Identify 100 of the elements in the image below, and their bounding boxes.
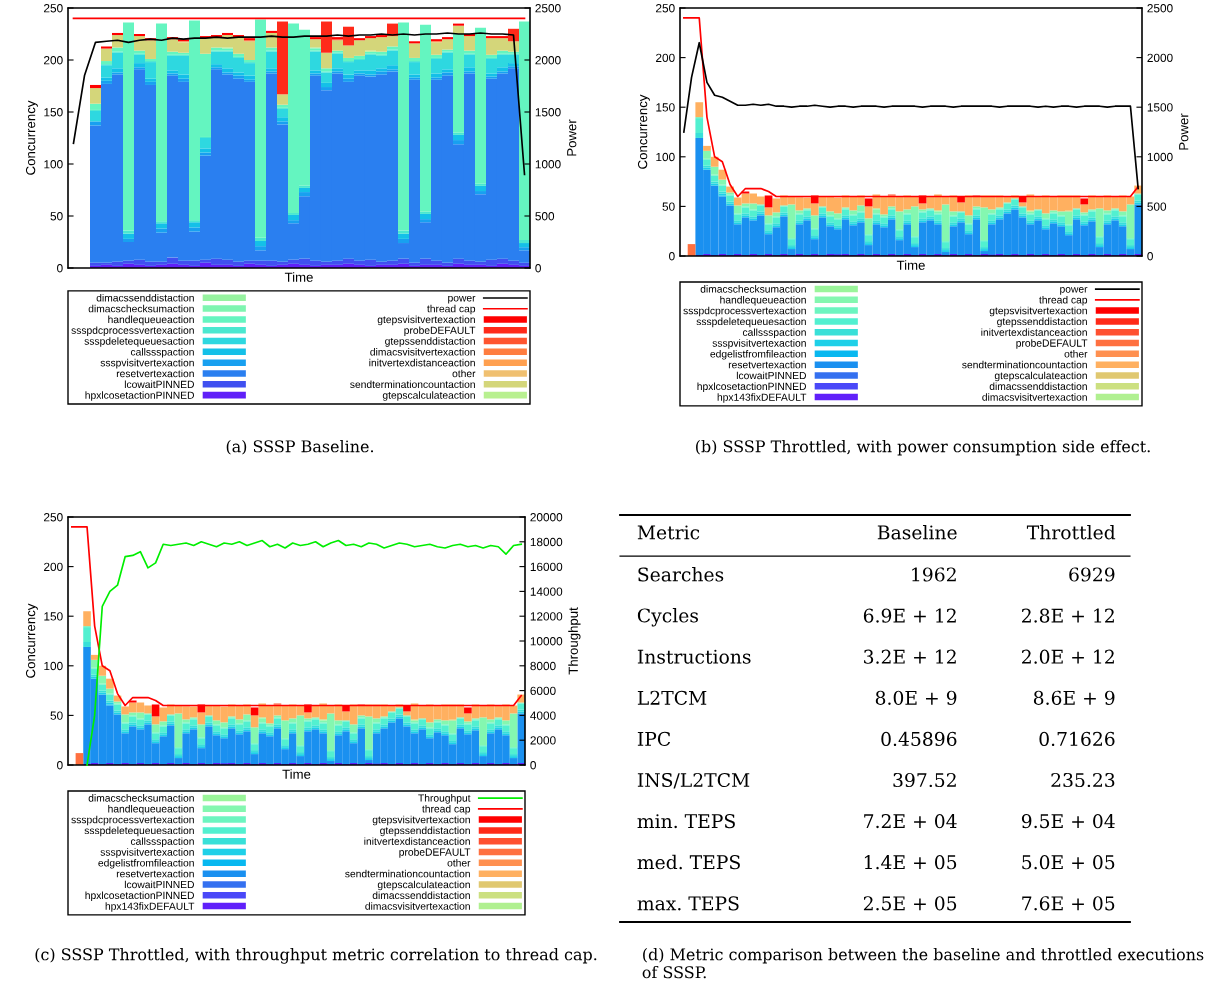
legend-label: hpxlcosetactionPINNED <box>697 382 806 393</box>
y2-tick-label: 18000 <box>530 537 563 547</box>
y-axis-title: Concurrency <box>637 94 650 169</box>
legend-label: dimacsvisitvertexaction <box>370 348 475 356</box>
text: 8.0E + 9 <box>875 690 957 705</box>
y2-tick-label: 20000 <box>530 513 563 522</box>
legend-label: handlequeueaction <box>108 804 194 815</box>
legend-label: probeDEFAULT <box>399 848 471 858</box>
y2-tick-label: 2000 <box>535 56 561 65</box>
legend-label: ssspdeletequeuesaction <box>696 317 806 328</box>
legend-label: gtepsvisitvertexaction <box>989 306 1087 317</box>
y2-tick-label: 1500 <box>1147 103 1173 112</box>
legend-label: other <box>1064 350 1088 358</box>
y-tick-label: 0 <box>57 761 63 770</box>
text: 2.0E + 12 <box>1022 649 1114 664</box>
y-tick-label: 150 <box>656 103 675 112</box>
legend-label: resetvertexaction <box>116 369 194 378</box>
y-tick-label: 200 <box>44 56 63 65</box>
text: IPC <box>637 731 671 746</box>
text: Instructions <box>637 649 751 664</box>
legend-label: probeDEFAULT <box>1016 339 1088 349</box>
y-axis-title: Concurrency <box>25 100 38 175</box>
legend-label: other <box>452 369 476 378</box>
text: 7.6E + 05 <box>1022 896 1115 911</box>
legend-label: gtepssenddistaction <box>380 826 470 837</box>
legend-label: sendterminationcountaction <box>350 380 475 389</box>
legend-label: Throughput <box>418 794 471 804</box>
legend-label: dimacschecksumaction <box>88 304 194 313</box>
x-axis-title: Time <box>284 272 313 282</box>
y-tick-label: 100 <box>44 661 63 671</box>
legend-label: initvertexdistanceaction <box>369 358 475 367</box>
legend-label: gtepscalculateaction <box>377 880 470 891</box>
y-tick-label: 100 <box>44 160 63 169</box>
legend-label: thread cap <box>1039 295 1088 306</box>
legend-label: dimacsvisitvertexaction <box>982 393 1087 401</box>
legend-label: resetvertexaction <box>116 869 194 878</box>
y2-tick-label: 1000 <box>535 160 561 169</box>
text: Baseline <box>877 524 957 540</box>
legend-label: dimacssenddistaction <box>96 293 194 302</box>
text: 397.52 <box>893 772 956 788</box>
text: 1962 <box>912 567 956 582</box>
text: 5.0E + 05 <box>1022 855 1115 870</box>
y2-tick-label: 0 <box>1147 252 1153 261</box>
y2-tick-label: 2500 <box>535 4 561 13</box>
legend-label: dimacschecksumaction <box>700 285 806 293</box>
legend-label: handlequeueaction <box>720 295 806 306</box>
y-tick-label: 50 <box>50 711 63 720</box>
legend-label: initvertexdistanceaction <box>364 837 470 845</box>
y2-tick-label: 14000 <box>530 587 563 596</box>
legend-label: ssspvisitvertexaction <box>100 848 194 858</box>
text: max. TEPS <box>637 896 739 911</box>
text: 3.2E + 12 <box>864 649 956 664</box>
legend-label: ssspvisitvertexaction <box>100 358 194 369</box>
legend-label: ssspdcprocessvertexaction <box>683 306 806 317</box>
text: 0.45896 <box>881 731 957 746</box>
text: 2.5E + 05 <box>863 896 957 911</box>
legend-label: dimacschecksumaction <box>88 794 194 802</box>
text: 8.6E + 9 <box>1033 690 1115 705</box>
text: Searches <box>638 567 724 582</box>
y2-tick-label: 0 <box>530 761 536 770</box>
y2-axis-title: Throughput <box>568 607 581 675</box>
x-axis-title: Time <box>282 769 311 779</box>
legend-label: hpxlcosetactionPINNED <box>85 891 194 902</box>
text: (a) SSSP Baseline. <box>226 440 374 455</box>
y-tick-label: 150 <box>44 612 63 621</box>
y-tick-label: 200 <box>656 53 675 62</box>
legend-label: hpxlcosetactionPINNED <box>85 391 194 401</box>
y2-tick-label: 12000 <box>530 612 563 621</box>
text: 1.4E + 05 <box>864 855 957 870</box>
y2-tick-label: 2500 <box>1147 4 1173 13</box>
text: med. TEPS <box>637 854 740 870</box>
y-tick-label: 0 <box>57 264 63 273</box>
legend-label: resetvertexaction <box>728 360 806 369</box>
y2-tick-label: 0 <box>535 264 541 273</box>
legend-label: callssspaction <box>742 328 806 338</box>
x-axis-title: Time <box>896 260 925 270</box>
legend-label: other <box>447 859 471 867</box>
legend-label: lcowaitPINNED <box>736 371 806 380</box>
y2-tick-label: 2000 <box>530 736 556 745</box>
legend-label: callssspaction <box>130 348 194 358</box>
y2-axis-title: Power <box>567 119 577 156</box>
legend-label: sendterminationcountaction <box>345 869 470 878</box>
legend-label: edgelistfromfileaction <box>98 859 194 869</box>
legend-label: ssspdcprocessvertexaction <box>71 815 194 826</box>
y-tick-label: 0 <box>669 252 675 261</box>
legend-label: ssspvisitvertexaction <box>712 339 806 349</box>
y-tick-label: 250 <box>656 4 675 13</box>
legend-label: dimacssenddistaction <box>372 891 470 899</box>
y2-tick-label: 8000 <box>530 661 556 671</box>
text: 2.8E + 12 <box>1022 608 1114 623</box>
legend-label: thread cap <box>427 304 476 315</box>
text: 0.71626 <box>1039 731 1115 746</box>
legend-label: gtepscalculateaction <box>382 391 475 401</box>
y2-tick-label: 4000 <box>530 711 556 720</box>
text: 235.23 <box>1051 772 1115 788</box>
y2-tick-label: 1000 <box>1147 152 1173 162</box>
y-axis-title: Concurrency <box>25 603 38 678</box>
y-tick-label: 50 <box>50 212 63 221</box>
y2-tick-label: 10000 <box>530 637 563 646</box>
text: Throttled <box>1026 524 1116 540</box>
